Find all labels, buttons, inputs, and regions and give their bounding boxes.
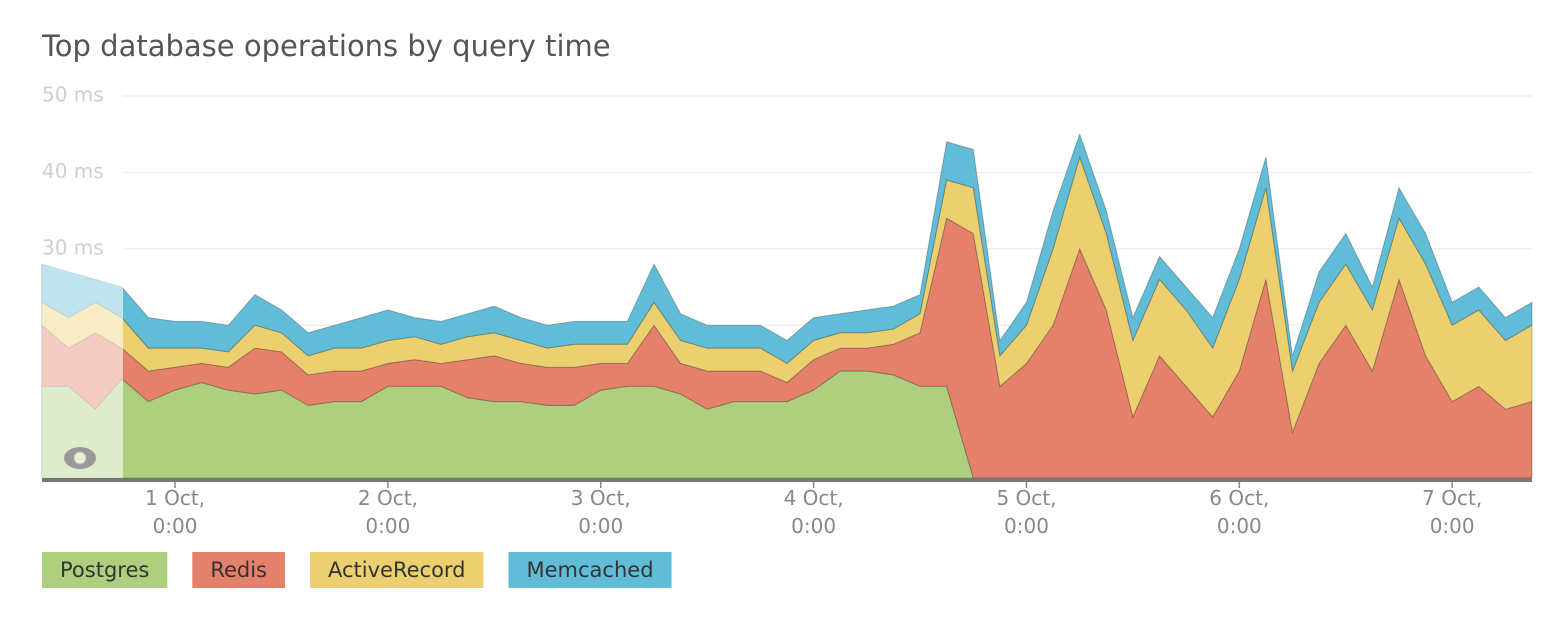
legend-label[interactable]: Postgres <box>60 558 149 582</box>
x-tick-label: 5 Oct, 0:00 <box>996 486 1056 538</box>
chart-title: Top database operations by query time <box>41 29 611 63</box>
legend-swatch[interactable] <box>42 552 168 588</box>
x-tick-label: 4 Oct, 0:00 <box>784 486 844 538</box>
x-tick-label: 2 Oct, 0:00 <box>358 486 418 538</box>
x-tick-label: 7 Oct, 0:00 <box>1422 486 1482 538</box>
legend-label[interactable]: Memcached <box>527 558 654 582</box>
legend-label[interactable]: Redis <box>210 558 267 582</box>
legend-swatch[interactable] <box>192 552 285 588</box>
x-tick-label: 3 Oct, 0:00 <box>571 486 631 538</box>
x-axis-line <box>42 478 1532 482</box>
x-tick-label: 6 Oct, 0:00 <box>1209 486 1269 538</box>
faded-region <box>42 76 123 478</box>
legend-swatch[interactable] <box>508 552 672 588</box>
legend-swatch[interactable] <box>310 552 484 588</box>
x-tick-label: 1 Oct, 0:00 <box>145 486 205 538</box>
area <box>41 132 1533 373</box>
legend-label[interactable]: ActiveRecord <box>328 558 466 582</box>
eye-pupil <box>73 451 87 465</box>
